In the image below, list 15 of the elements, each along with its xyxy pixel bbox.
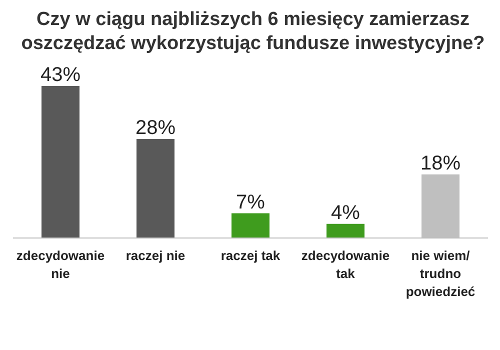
data-label: 7% [236, 191, 266, 214]
data-label: 43% [40, 64, 81, 86]
bar [232, 213, 270, 238]
data-label: 28% [135, 117, 176, 140]
x-tick-label: nie wiem/ trudno powiedzieć [406, 248, 476, 299]
bar [136, 139, 174, 238]
x-tick-label: zdecydowanie nie [16, 248, 105, 281]
bar [326, 224, 364, 238]
data-label: 4% [331, 202, 360, 224]
x-tick-label: raczej tak [220, 248, 281, 263]
chart-title: Czy w ciągu najbliższych 6 miesięcy zamierzasz oszczędzać wykorzystując fundusze inwestycyjne? [20, 8, 486, 56]
x-tick-label: raczej nie [126, 248, 186, 263]
bar [42, 86, 80, 238]
data-label: 18% [420, 152, 461, 174]
x-tick-label: zdecydowanie tak [301, 248, 390, 281]
